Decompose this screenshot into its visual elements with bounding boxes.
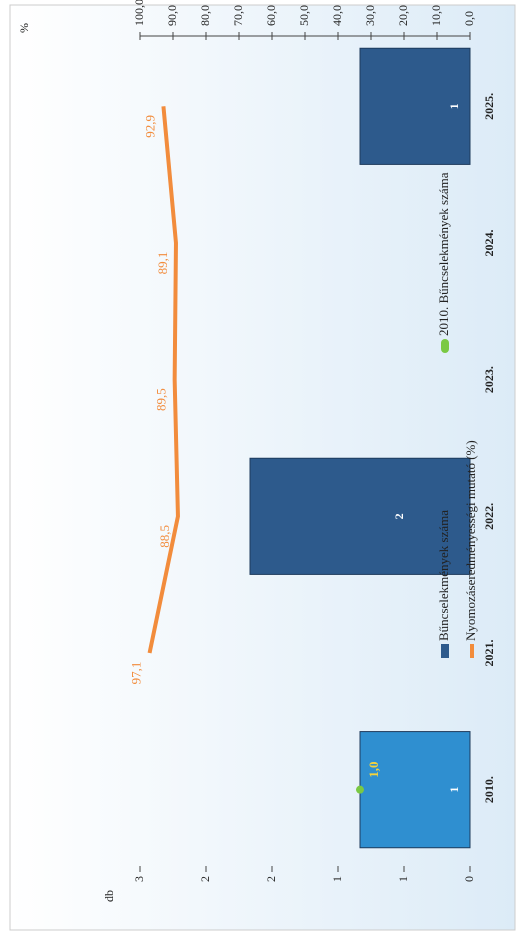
legend-label: Nyomozáseredményességi mutató (%) [463,440,478,641]
x-tick-label: 2025. [482,93,496,120]
y2-tick-label: 20,0 [396,5,410,26]
y-tick-label: 1 [396,876,410,882]
y-tick-label: 1 [330,876,344,882]
y2-tick-label: 80,0 [198,5,212,26]
y2-tick-label: 100,0 [132,0,146,26]
y2-tick-label: 30,0 [363,5,377,26]
point [356,785,364,794]
bar-label: 1 [447,787,461,793]
line-label: 92,9 [142,115,157,138]
point-label: 1,0 [366,762,381,778]
legend-swatch [441,339,449,353]
legend-label: 2010. Bűncselekmények száma [436,172,451,336]
x-tick-label: 2010. [482,776,496,803]
plot: db%0112230,010,020,030,040,050,060,070,0… [17,0,496,902]
line-label: 89,1 [155,252,170,275]
bar-label: 2 [392,513,406,519]
x-tick-label: 2024. [482,230,496,257]
y-tick-label: 2 [198,876,212,882]
line [147,106,180,654]
y2-tick-label: 70,0 [231,5,245,26]
line-label: 89,5 [154,388,169,411]
x-tick-label: 2021. [482,640,496,667]
bar [249,457,471,575]
line-label: 97,1 [129,662,144,685]
legend-label: Bűncselekmények száma [436,510,451,641]
y2-tick-label: 90,0 [165,5,179,26]
x-tick-label: 2022. [482,503,496,530]
line-label: 88,5 [157,525,172,548]
y-tick-label: 3 [132,876,146,882]
y2-tick-label: 10,0 [429,5,443,26]
legend-swatch [441,644,449,658]
y-axis-title: db [102,890,116,902]
y-tick-label: 2 [264,876,278,882]
y-tick-label: 0 [462,876,476,882]
y2-tick-label: 60,0 [264,5,278,26]
x-tick-label: 2023. [482,366,496,393]
y2-tick-label: 40,0 [330,5,344,26]
bar-label: 1 [447,103,461,109]
y2-axis-title: % [17,23,31,33]
y2-tick-label: 0,0 [462,11,476,26]
bar [359,47,471,165]
y2-tick-label: 50,0 [297,5,311,26]
